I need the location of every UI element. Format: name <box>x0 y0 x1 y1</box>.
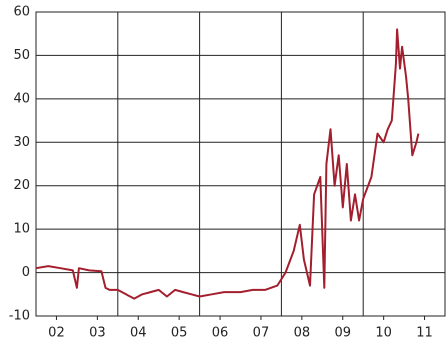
y-tick-label: 50 <box>13 48 30 63</box>
x-tick-label: 09 <box>334 326 351 341</box>
x-tick-label: 02 <box>48 326 65 341</box>
y-tick-label: 60 <box>13 5 30 20</box>
y-tick-label: 40 <box>13 91 30 106</box>
x-tick-label: 03 <box>89 326 106 341</box>
y-tick-label: 30 <box>13 135 30 150</box>
x-tick-label: 10 <box>375 326 392 341</box>
y-tick-label: 10 <box>13 222 30 237</box>
plot-frame <box>35 11 446 317</box>
y-tick-label: 20 <box>13 178 30 193</box>
x-tick-label: 05 <box>171 326 188 341</box>
x-tick-label: 08 <box>294 326 311 341</box>
x-tick-label: 04 <box>130 326 147 341</box>
x-tick-label: 11 <box>416 326 433 341</box>
y-tick-label: -10 <box>9 309 30 324</box>
x-tick-label: 06 <box>212 326 229 341</box>
x-tick-label: 07 <box>253 326 270 341</box>
data-line <box>35 28 420 300</box>
y-tick-label: 0 <box>22 265 30 280</box>
